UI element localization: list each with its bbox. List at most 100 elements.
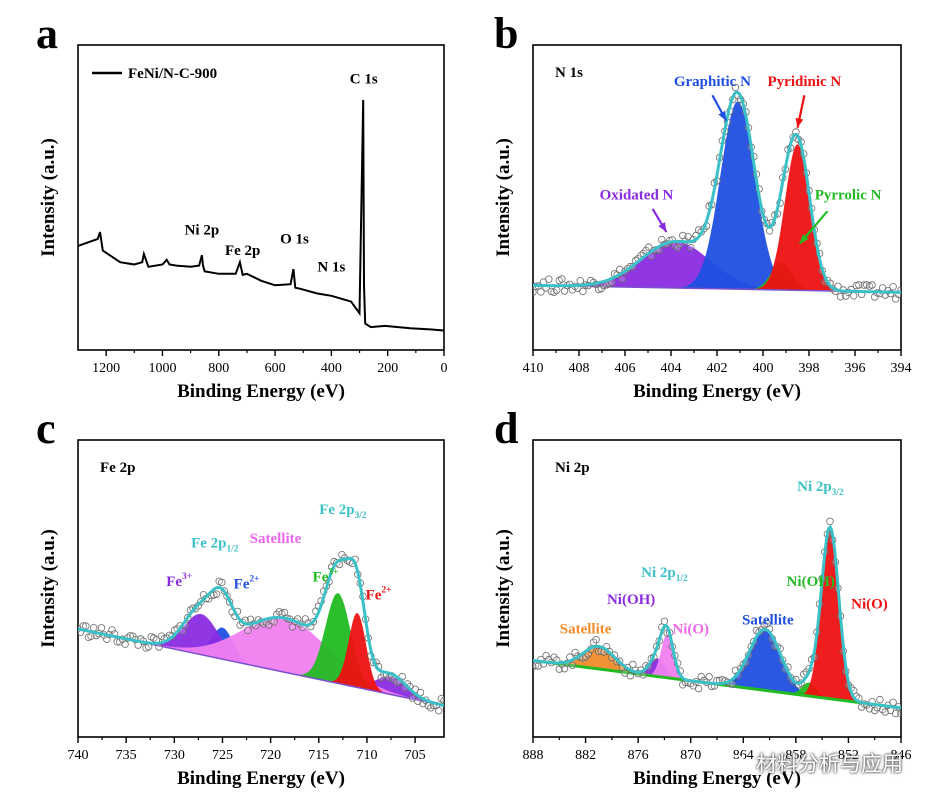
peak-label: Fe 2p3/2 — [319, 502, 367, 521]
x-tick-label: 735 — [116, 748, 137, 763]
raw-data-point — [121, 640, 129, 648]
raw-data-point — [270, 618, 278, 626]
x-tick-label: 800 — [208, 361, 229, 376]
x-tick-label: 846 — [891, 748, 912, 763]
x-tick-label: 600 — [265, 361, 286, 376]
panel-title: Ni 2p — [555, 460, 590, 476]
raw-data-point — [836, 293, 845, 301]
raw-data-point — [729, 680, 737, 688]
legend-label: FeNi/N-C-900 — [128, 66, 217, 82]
x-axis-label: Binding Energy (eV) — [177, 768, 345, 789]
peak-label: Satellite — [560, 621, 612, 637]
raw-data-point — [545, 275, 553, 283]
panel-title: N 1s — [555, 65, 583, 81]
panel-letter-a: a — [36, 9, 58, 58]
fitted-envelope-line — [78, 556, 444, 707]
plot-frame — [77, 439, 445, 738]
peak-label: Ni(O) — [672, 621, 709, 637]
component-peak — [78, 613, 444, 706]
raw-data-point — [660, 617, 669, 625]
raw-data-point — [889, 698, 897, 706]
raw-data-point — [108, 626, 116, 634]
plot-area — [78, 551, 444, 715]
component-peak — [533, 527, 901, 708]
plot-area — [78, 99, 444, 332]
raw-data-point — [889, 283, 897, 291]
annotation-arrowhead — [799, 234, 809, 244]
raw-data-point — [892, 709, 900, 718]
peak-label: Ni 2p3/2 — [797, 479, 844, 498]
peak-label: N 1s — [317, 259, 345, 275]
raw-data-point — [579, 287, 587, 296]
raw-data-point — [558, 275, 566, 283]
x-tick-label: 200 — [377, 361, 398, 376]
peak-label: Ni 2p — [185, 222, 220, 238]
raw-data-point — [568, 661, 577, 669]
raw-data-point — [435, 707, 443, 715]
x-tick-label: 730 — [164, 748, 185, 763]
x-tick-label: 406 — [615, 361, 636, 376]
y-axis-label: Intensity (a.u.) — [493, 529, 514, 648]
x-tick-label: 398 — [799, 361, 820, 376]
peak-label: Satellite — [250, 531, 302, 547]
raw-data-point — [868, 281, 876, 289]
x-tick-label: 400 — [753, 361, 774, 376]
x-tick-label: 705 — [405, 748, 426, 763]
raw-data-point — [553, 286, 561, 294]
x-tick-label: 396 — [845, 361, 866, 376]
raw-data-point — [871, 293, 879, 301]
x-tick-label: 710 — [356, 748, 377, 763]
raw-data-point — [645, 243, 653, 251]
raw-data-point — [852, 281, 860, 290]
raw-data-point — [618, 275, 627, 283]
x-tick-label: 1000 — [148, 361, 176, 376]
watermark: 材料分析与应用 — [728, 748, 903, 778]
raw-data-point — [687, 243, 695, 252]
peak-label: C 1s — [350, 72, 378, 88]
raw-data-point — [826, 517, 834, 525]
wechat-icon — [728, 754, 749, 771]
annotation-arrowhead — [795, 117, 804, 128]
panel-title: Fe 2p — [100, 460, 135, 476]
peak-label: Ni(OH) — [607, 592, 655, 608]
plot-area — [533, 83, 901, 303]
peak-label: Fe 2p1/2 — [191, 536, 239, 555]
x-axis-label: Binding Energy (eV) — [633, 768, 801, 789]
raw-data-point — [595, 647, 603, 655]
raw-data-point — [855, 281, 863, 289]
panel-c: c 740 735 730 725 720 715 710 705 Binding Energy … — [36, 404, 445, 789]
x-tick-label: 876 — [628, 748, 649, 763]
panel-letter-c: c — [36, 404, 56, 453]
peak-label: Graphitic N — [674, 74, 751, 90]
raw-data-point — [897, 710, 901, 718]
raw-data-point — [592, 636, 600, 644]
x-tick-label: 852 — [838, 748, 859, 763]
raw-data-point — [705, 673, 713, 681]
peak-label: O 1s — [280, 232, 309, 248]
x-tick-label: 725 — [212, 748, 233, 763]
x-tick-label: 394 — [891, 361, 912, 376]
y-axis-label: Intensity (a.u.) — [38, 138, 59, 257]
raw-data-point — [218, 578, 226, 587]
raw-data-point — [697, 672, 705, 681]
raw-data-point — [244, 626, 252, 634]
peak-label: Fe2+ — [366, 586, 392, 604]
panel-b: b 410 408 406 404 402 400 398 396 394 Binding Ener… — [493, 9, 912, 402]
x-tick-label: 720 — [260, 748, 281, 763]
raw-data-point — [542, 652, 550, 660]
raw-data-point — [860, 281, 868, 289]
raw-data-point — [571, 648, 579, 657]
peak-label: Fe2+ — [234, 574, 260, 592]
peak-label: Ni(OH) — [787, 574, 835, 590]
raw-data-point — [871, 706, 879, 715]
annotation-arrowhead — [658, 222, 667, 233]
raw-data-point — [89, 624, 98, 632]
x-tick-label: 740 — [68, 748, 89, 763]
raw-data-point — [537, 288, 545, 296]
component-peak — [78, 617, 444, 706]
watermark-text: 材料分析与应用 — [756, 752, 903, 776]
raw-data-point — [212, 590, 221, 598]
survey-spectrum-line — [78, 99, 444, 332]
raw-data-point — [82, 622, 90, 630]
